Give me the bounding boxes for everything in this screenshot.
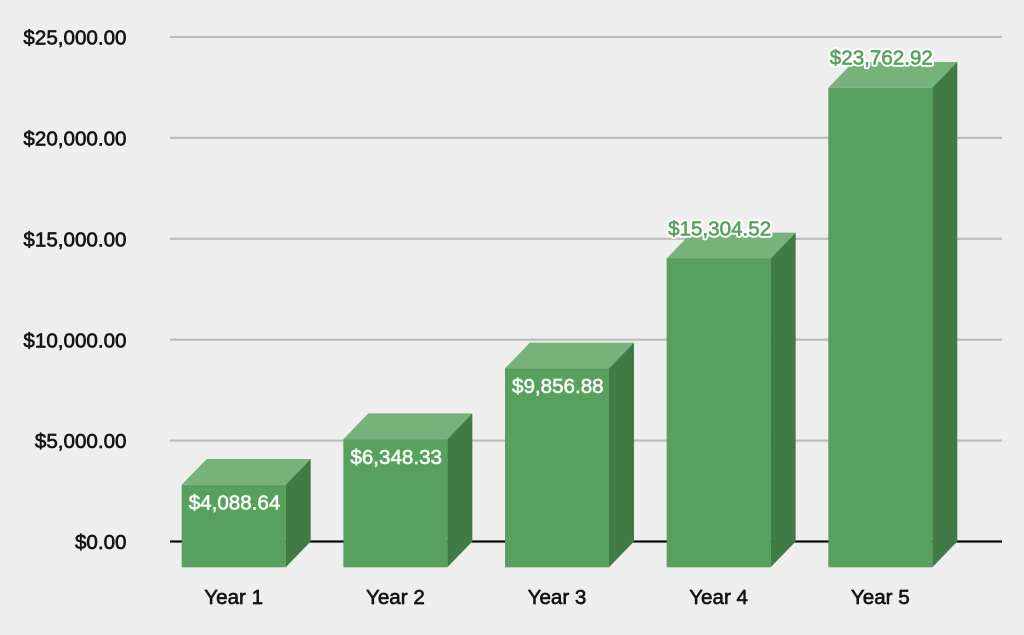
svg-text:$15,304.52: $15,304.52 [668, 217, 771, 240]
svg-text:$25,000.00: $25,000.00 [23, 27, 126, 50]
svg-text:$5,000.00: $5,000.00 [35, 430, 127, 453]
svg-text:$23,762.92: $23,762.92 [830, 47, 933, 70]
svg-text:Year 2: Year 2 [366, 586, 425, 609]
svg-text:Year 1: Year 1 [204, 586, 263, 609]
svg-text:$10,000.00: $10,000.00 [23, 329, 126, 352]
svg-text:$23,762.92: $23,762.92 [830, 47, 933, 70]
svg-text:Year 5: Year 5 [851, 586, 910, 609]
svg-text:Year 3: Year 3 [528, 586, 587, 609]
svg-text:$15,304.52: $15,304.52 [668, 217, 771, 240]
svg-text:$9,856.88: $9,856.88 [512, 375, 604, 398]
svg-text:$20,000.00: $20,000.00 [23, 128, 126, 151]
svg-text:$0.00: $0.00 [75, 531, 127, 554]
svg-text:$4,088.64: $4,088.64 [189, 492, 281, 515]
svg-text:Year 4: Year 4 [689, 586, 748, 609]
svg-text:$15,000.00: $15,000.00 [23, 228, 126, 251]
svg-text:$6,348.33: $6,348.33 [350, 446, 442, 469]
